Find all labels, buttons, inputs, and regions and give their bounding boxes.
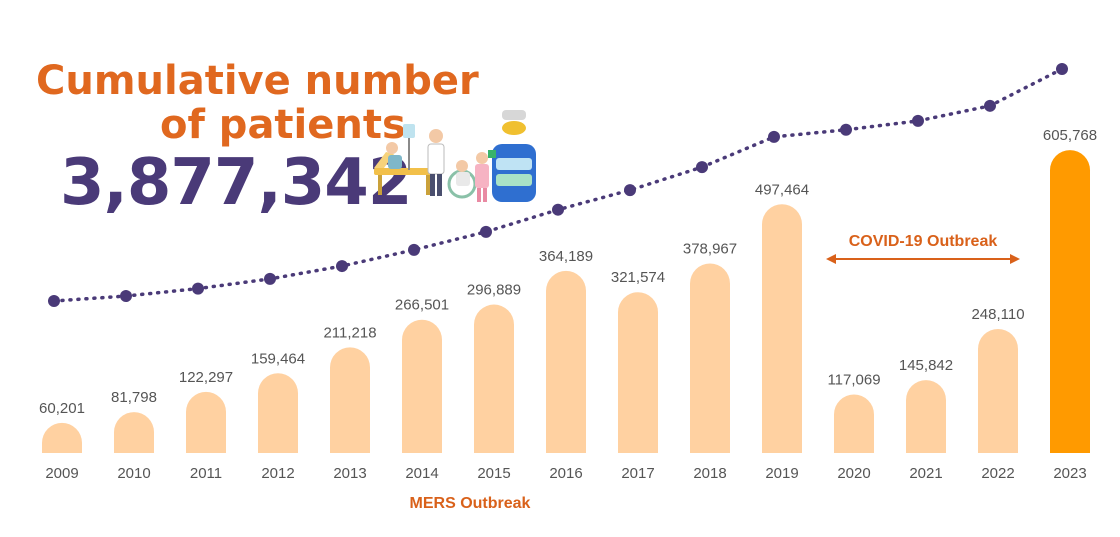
data-label-2016: 364,189 [539,248,593,265]
bar-2018 [690,263,730,453]
cumulative-trend-line [52,67,1064,303]
bar-2016 [546,270,586,453]
covid-arrow-right-head [1010,254,1020,264]
data-label-2009: 60,201 [39,400,85,417]
x-tick-2019: 2019 [765,465,798,482]
x-tick-2023: 2023 [1053,465,1086,482]
trend-point-2009 [48,295,60,307]
x-tick-2018: 2018 [693,465,726,482]
x-tick-2022: 2022 [981,465,1014,482]
x-tick-2021: 2021 [909,465,942,482]
x-tick-2015: 2015 [477,465,510,482]
bar-2020 [834,394,874,453]
data-label-2012: 159,464 [251,350,305,367]
bar-2014 [402,319,442,453]
bar-2019 [762,204,802,453]
trend-point-2019 [768,130,780,143]
chart-title-line2: of patients [160,102,406,148]
data-label-2021: 145,842 [899,357,953,374]
covid-outbreak-annotation: COVID-19 Outbreak [849,233,998,250]
x-tick-2013: 2013 [333,465,366,482]
trend-point-2015 [480,225,492,238]
x-tick-2011: 2011 [190,465,222,482]
trend-point-2023 [1056,63,1068,75]
data-label-2013: 211,218 [323,324,376,341]
trend-point-2017 [624,184,636,197]
data-label-2019: 497,464 [755,181,809,198]
x-tick-2010: 2010 [117,465,150,482]
data-label-2011: 122,297 [179,369,233,386]
trend-point-2013 [336,260,348,273]
data-label-2015: 296,889 [467,282,521,299]
bar-2009 [42,422,82,453]
bar-2021 [906,380,946,453]
bar-2017 [618,292,658,453]
total-patients-number: 3,877,342 [60,146,412,220]
x-tick-2017: 2017 [621,465,654,482]
x-tick-2009: 2009 [45,465,78,482]
medical-staff-illustration [374,110,536,202]
x-tick-2012: 2012 [261,465,294,482]
bar-2011 [186,391,226,453]
data-label-2022: 248,110 [971,306,1024,323]
trend-point-2021 [912,114,924,127]
data-label-2018: 378,967 [683,241,737,258]
trend-point-2011 [192,282,204,295]
data-label-2010: 81,798 [111,389,157,406]
trend-point-2012 [264,272,276,285]
covid-arrow-left-head [826,254,836,264]
trend-point-2018 [696,161,708,174]
bar-2022 [978,328,1018,453]
bar-2023 [1050,150,1090,453]
bar-2010 [114,412,154,453]
trend-point-2020 [840,123,852,136]
trend-point-2014 [408,243,420,256]
mers-outbreak-annotation: MERS Outbreak [410,495,531,512]
trend-point-2010 [120,290,132,303]
data-label-2023: 605,768 [1043,127,1097,144]
x-tick-2020: 2020 [837,465,870,482]
data-label-2020: 117,069 [827,371,880,388]
x-tick-2014: 2014 [405,465,438,482]
x-tick-2016: 2016 [549,465,582,482]
trend-point-2022 [984,99,996,112]
bar-2013 [330,347,370,453]
bar-2015 [474,304,514,453]
data-label-2017: 321,574 [611,269,665,286]
trend-point-2016 [552,203,564,216]
bar-2012 [258,373,298,453]
data-label-2014: 266,501 [395,297,449,314]
chart-title-line1: Cumulative number [36,58,479,104]
